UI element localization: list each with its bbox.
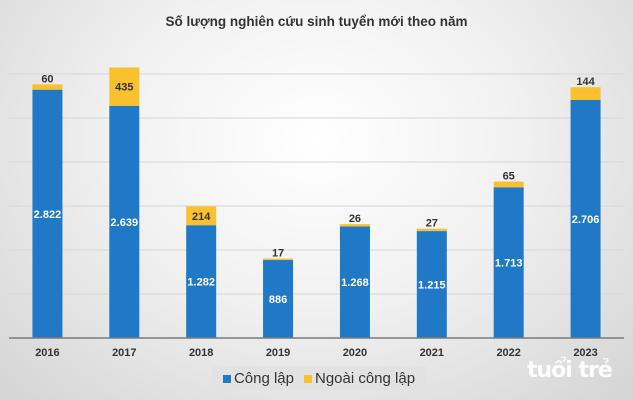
data-label: 1.282 xyxy=(187,277,215,289)
data-label: 435 xyxy=(115,82,133,94)
bar-cong-lap-2019 xyxy=(263,260,294,338)
bar-ngoai-cong-lap-2020 xyxy=(339,224,370,227)
legend-item-cong-lap: Công lập xyxy=(222,370,294,387)
data-label: 2.822 xyxy=(34,209,62,221)
data-label: 17 xyxy=(272,248,284,260)
data-label: 60 xyxy=(41,73,53,85)
data-label: 214 xyxy=(192,211,211,223)
bar-ngoai-cong-lap-2016 xyxy=(32,84,63,90)
bar-ngoai-cong-lap-2022 xyxy=(493,181,524,188)
chart-title: Số lượng nghiên cứu sinh tuyển mới theo … xyxy=(165,14,468,29)
x-tick-label: 2017 xyxy=(112,347,136,359)
legend-item-ngoai-cong-lap: Ngoài công lập xyxy=(303,370,415,387)
data-label: 27 xyxy=(426,218,438,230)
data-label: 886 xyxy=(269,294,287,306)
watermark-logo: tuổi trẻ xyxy=(527,358,613,383)
data-label: 2.639 xyxy=(111,217,139,229)
data-label: 1.268 xyxy=(341,277,369,289)
x-tick-label: 2016 xyxy=(35,347,59,359)
x-tick-label: 2021 xyxy=(420,347,444,359)
x-tick-label: 2019 xyxy=(266,347,290,359)
x-tick-label: 2020 xyxy=(343,347,367,359)
x-tick-label: 2018 xyxy=(189,347,213,359)
data-label: 1.713 xyxy=(495,258,523,270)
legend: Công lập Ngoài công lập xyxy=(212,366,426,390)
legend-swatch-blue xyxy=(222,374,231,383)
data-label: 26 xyxy=(349,213,361,225)
bar-ngoai-cong-lap-2019 xyxy=(263,258,294,261)
data-label: 2.706 xyxy=(572,214,600,226)
bar-ngoai-cong-lap-2021 xyxy=(416,228,447,232)
data-label: 144 xyxy=(576,76,595,88)
legend-swatch-yellow xyxy=(303,374,312,383)
bar-ngoai-cong-lap-2017 xyxy=(109,67,140,106)
bar-cong-lap-2022 xyxy=(493,187,524,338)
bar-cong-lap-2016 xyxy=(32,89,63,338)
x-tick-label: 2022 xyxy=(496,347,520,359)
data-label: 1.215 xyxy=(418,280,446,292)
bar-cong-lap-2020 xyxy=(339,226,370,338)
x-tick-label: 2023 xyxy=(573,347,597,359)
bar-cong-lap-2018 xyxy=(186,225,217,338)
bar-cong-lap-2017 xyxy=(109,105,140,338)
bar-ngoai-cong-lap-2018 xyxy=(186,206,217,226)
bar-ngoai-cong-lap-2023 xyxy=(570,87,601,100)
data-label: 65 xyxy=(503,171,515,183)
bar-cong-lap-2023 xyxy=(570,99,601,338)
bar-cong-lap-2021 xyxy=(416,231,447,338)
